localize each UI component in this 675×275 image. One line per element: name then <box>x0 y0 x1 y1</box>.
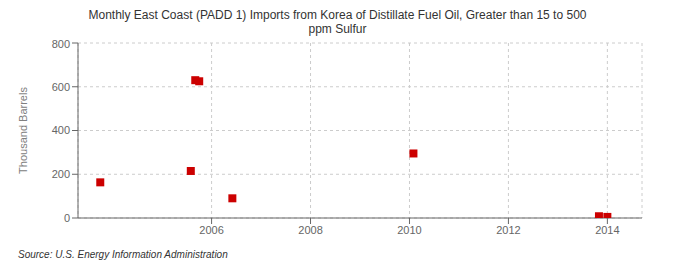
html-text:Source: U.S. Energy Informatio: Source: U.S. Energy Information Administ… <box>18 249 228 260</box>
svg-text:2012: 2012 <box>496 224 520 236</box>
svg-text:0: 0 <box>64 212 70 224</box>
html-text:ppm Sulfur: ppm Sulfur <box>308 22 367 36</box>
html-text:Monthly East Coast (PADD 1) Im: Monthly East Coast (PADD 1) Imports from… <box>88 8 587 22</box>
svg-text:800: 800 <box>52 38 70 50</box>
svg-text:2008: 2008 <box>298 224 322 236</box>
svg-text:2014: 2014 <box>595 224 619 236</box>
svg-text:2006: 2006 <box>199 224 223 236</box>
svg-text:2010: 2010 <box>397 224 421 236</box>
svg-text:200: 200 <box>52 168 70 180</box>
svg-text:Thousand Barrels: Thousand Barrels <box>17 87 29 174</box>
svg-text:600: 600 <box>52 81 70 93</box>
svg-text:400: 400 <box>52 124 70 136</box>
